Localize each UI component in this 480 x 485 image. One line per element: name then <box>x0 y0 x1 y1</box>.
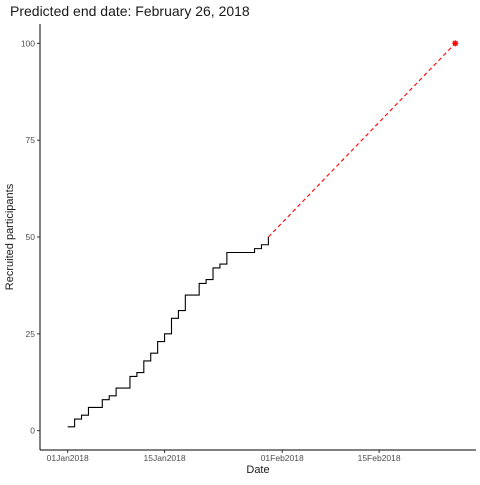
x-tick-label: 15Jan2018 <box>144 453 186 463</box>
marker-stroke <box>452 40 458 47</box>
y-tick-label: 50 <box>26 232 36 242</box>
x-tick-label: 15Feb2018 <box>358 453 401 463</box>
y-tick-label: 0 <box>30 426 35 436</box>
chart-title: Predicted end date: February 26, 2018 <box>10 3 250 19</box>
x-tick-label: 01Jan2018 <box>47 453 89 463</box>
series-layer <box>67 40 459 428</box>
y-axis-title: Recruited participants <box>4 183 16 290</box>
axes: 0 25 50 75 100 01Jan2018 15Jan2018 01Feb2018 15F… <box>21 24 476 463</box>
y-tick-label: 25 <box>26 329 36 339</box>
projection-dashed-line <box>267 42 456 238</box>
x-tick-label: 01Feb2018 <box>261 453 304 463</box>
x-axis-title: Date <box>246 464 269 476</box>
predicted-end-marker <box>452 40 459 47</box>
step-line-series <box>67 237 269 428</box>
y-tick-label: 75 <box>26 135 36 145</box>
y-tick-label: 100 <box>21 38 35 48</box>
